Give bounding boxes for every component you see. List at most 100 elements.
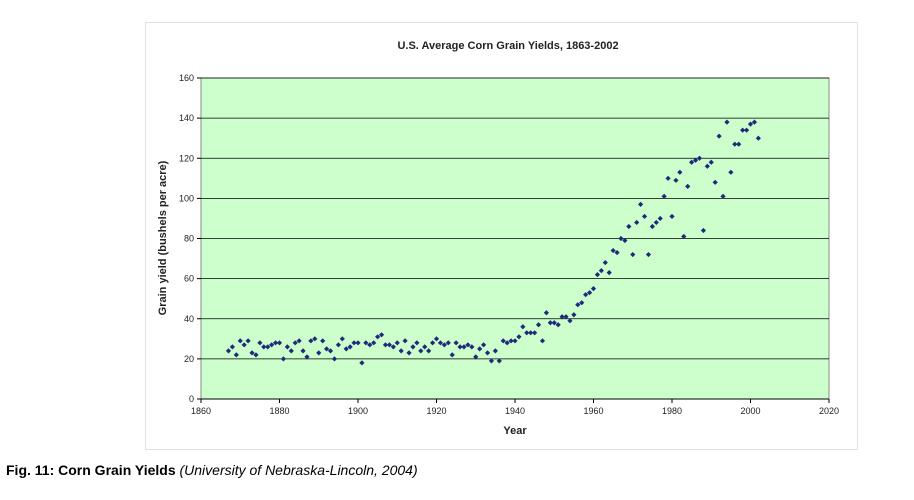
data-point [481, 342, 487, 348]
data-point [351, 340, 357, 346]
data-point [743, 127, 750, 133]
data-point [747, 121, 754, 127]
data-point [469, 344, 475, 350]
y-tick-label: 120 [179, 153, 194, 163]
x-axis-label: Year [503, 425, 527, 437]
data-point [685, 183, 691, 189]
data-point [524, 330, 530, 336]
y-tick-label: 40 [184, 314, 194, 324]
x-tick-label: 1960 [583, 406, 603, 416]
data-point [484, 350, 491, 356]
data-point [406, 350, 412, 356]
data-point [673, 177, 679, 183]
data-point [308, 338, 314, 344]
x-tick-label: 1900 [348, 406, 368, 416]
data-point [261, 344, 267, 350]
scatter-chart: U.S. Average Corn Grain Yields, 1863-200… [157, 40, 839, 437]
data-point [520, 324, 526, 330]
data-point [257, 340, 263, 346]
data-point [371, 340, 377, 346]
data-point [477, 346, 483, 352]
x-tick-label: 1940 [505, 406, 525, 416]
data-point [606, 270, 612, 276]
data-point [720, 193, 726, 199]
data-point [638, 201, 644, 207]
data-point [375, 334, 381, 340]
data-point [500, 338, 506, 344]
data-point [579, 300, 585, 306]
data-point [378, 332, 385, 338]
data-point [535, 322, 542, 328]
data-point [528, 330, 534, 336]
data-point [488, 358, 495, 364]
data-point [634, 219, 640, 226]
data-point [359, 360, 365, 366]
data-point [575, 302, 581, 308]
data-point [665, 175, 671, 181]
data-point [661, 193, 667, 199]
data-point [453, 340, 459, 346]
data-point [296, 338, 302, 344]
x-tick-label: 2000 [740, 406, 760, 416]
data-point [618, 235, 624, 242]
data-point [563, 314, 569, 320]
data-point [740, 127, 746, 133]
data-point [437, 340, 444, 346]
chart-title: U.S. Average Corn Grain Yields, 1863-200… [397, 40, 618, 52]
data-point [547, 320, 553, 326]
data-point [567, 318, 573, 324]
data-point [641, 213, 648, 220]
data-point [449, 352, 455, 358]
data-point [598, 268, 604, 274]
data-point [320, 338, 326, 344]
data-point [288, 348, 294, 354]
data-point [410, 344, 416, 350]
data-point [461, 344, 467, 350]
data-point [669, 213, 675, 220]
data-point [272, 340, 279, 346]
data-point [265, 344, 271, 350]
data-point [751, 119, 758, 125]
data-point [516, 334, 522, 340]
x-tick-label: 2020 [819, 406, 839, 416]
data-point [622, 237, 628, 244]
caption-title: Fig. 11: Corn Grain Yields [6, 462, 176, 478]
y-tick-label: 100 [179, 193, 194, 203]
data-point [704, 163, 710, 169]
data-point [390, 344, 396, 350]
data-point [696, 155, 703, 161]
x-tick-label: 1920 [426, 406, 446, 416]
figure-caption: Fig. 11: Corn Grain Yields (University o… [6, 462, 418, 478]
data-point [276, 340, 283, 346]
data-point [539, 338, 546, 344]
data-point [594, 272, 601, 278]
data-point [402, 338, 408, 344]
data-point [347, 344, 353, 350]
data-point [300, 348, 306, 354]
data-point [681, 233, 687, 240]
data-point [335, 342, 341, 348]
data-point [736, 141, 742, 147]
data-point [755, 135, 761, 141]
data-point [677, 169, 683, 175]
data-point [445, 340, 451, 346]
y-tick-label: 80 [184, 234, 194, 244]
data-point [473, 354, 479, 360]
data-point [689, 159, 695, 165]
data-point [225, 348, 232, 354]
y-axis-label: Grain yield (bushels per acre) [157, 160, 169, 315]
data-point [645, 251, 652, 258]
data-point [492, 348, 498, 354]
data-point [532, 330, 538, 336]
data-point [496, 358, 502, 364]
data-point [586, 290, 593, 296]
data-point [429, 340, 436, 346]
data-point [394, 340, 400, 346]
data-point [433, 336, 440, 342]
data-point [559, 314, 565, 320]
data-point [284, 344, 290, 350]
data-point [657, 215, 663, 222]
data-point [610, 247, 616, 254]
data-point [543, 310, 549, 316]
data-point [508, 338, 514, 344]
